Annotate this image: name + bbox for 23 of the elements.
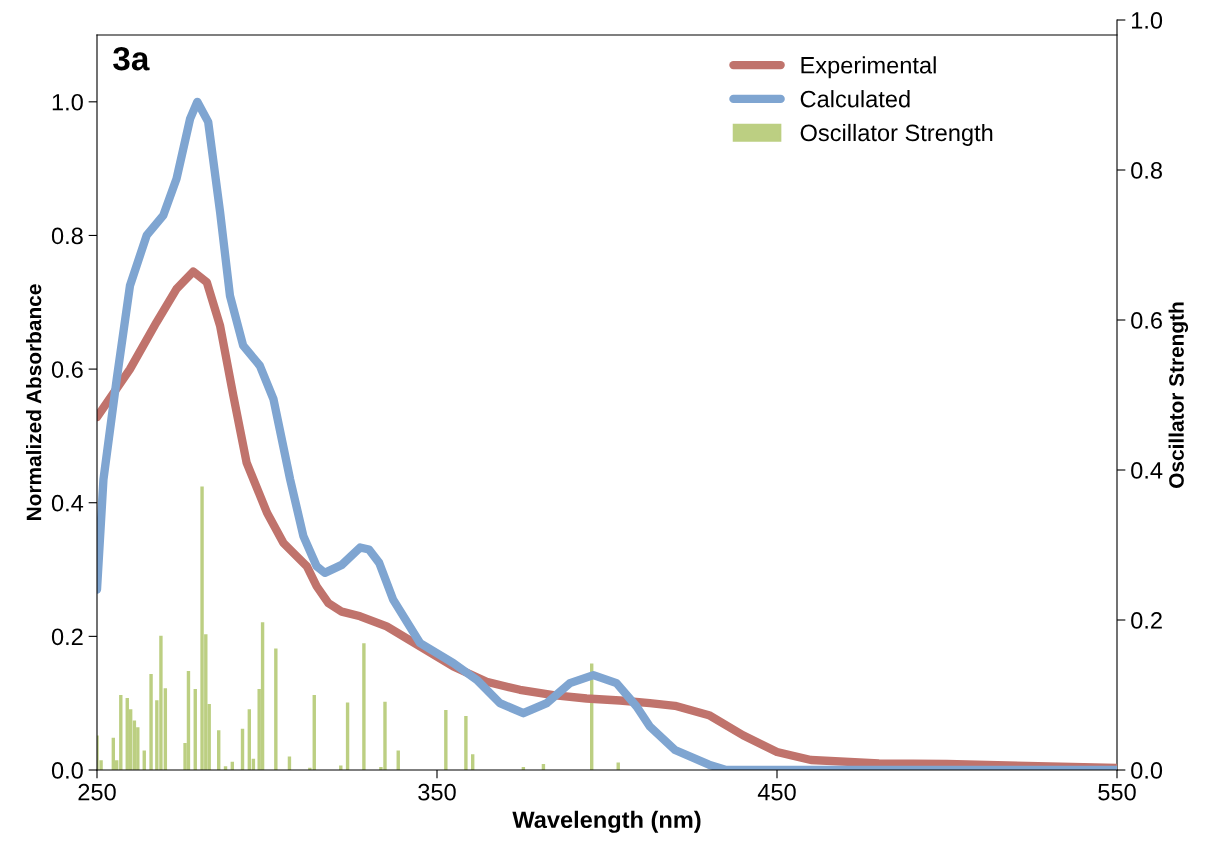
legend-label: Calculated (800, 90, 910, 108)
x-axis-title: Wavelength (nm) (512, 810, 701, 833)
legend-label: Experimental (801, 56, 936, 79)
y-tick-label: 0.8 (51, 227, 83, 245)
y-tick-label: 0.6 (51, 361, 83, 378)
y2-tick-label: 1.0 (1131, 12, 1163, 29)
y-tick-label: 0.0 (51, 762, 83, 779)
x-tick-label: 450 (757, 783, 796, 801)
legend-label: Oscillator Strength (800, 123, 993, 146)
y2-tick-label: 0.8 (1131, 162, 1162, 179)
x-tick-label: 550 (1098, 783, 1136, 801)
y2-axis-title: Oscillator Strength (1168, 302, 1189, 488)
y-tick-label: 1.0 (52, 93, 83, 111)
annotation: 3a (113, 46, 150, 71)
y2-tick-label: 0.0 (1131, 762, 1163, 779)
y-tick-label: 0.4 (51, 494, 84, 512)
y-axis-title: Normalized Absorbance (26, 284, 42, 520)
x-tick-label: 250 (78, 783, 116, 801)
x-tick-label: 350 (418, 783, 456, 801)
y-tick-label: 0.2 (51, 628, 83, 646)
y2-tick-label: 0.2 (1131, 612, 1162, 629)
y2-tick-label: 0.6 (1131, 312, 1162, 329)
y2-tick-label: 0.4 (1131, 462, 1163, 479)
